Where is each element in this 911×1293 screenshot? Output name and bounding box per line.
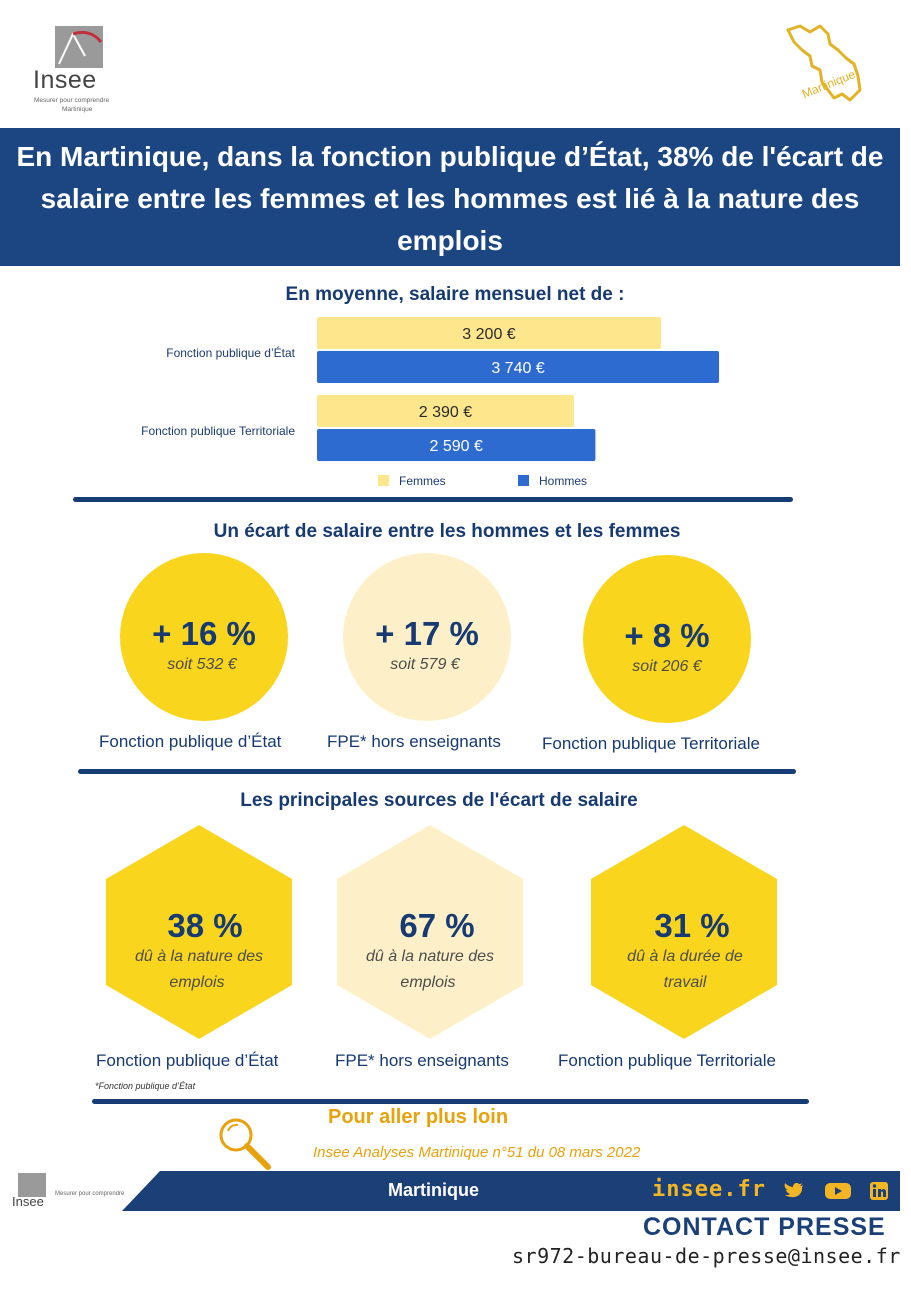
gap-amount-fpe: soit 532 € bbox=[167, 656, 237, 673]
bar-femmes bbox=[317, 395, 574, 427]
gap-circle-fpe-hors-ens bbox=[343, 553, 511, 721]
publication-reference-link[interactable]: Insee Analyses Martinique n°51 du 08 mar… bbox=[313, 1144, 641, 1161]
insee-logo bbox=[55, 26, 103, 68]
source-hexagon-fpe-hors-ens bbox=[337, 825, 523, 1039]
bar-hommes bbox=[317, 351, 720, 383]
gap-amount-fpt: soit 206 € bbox=[632, 658, 702, 675]
page-title: En Martinique, dans la fonction publique… bbox=[16, 141, 884, 256]
gap-value-fpe: + 16 % bbox=[152, 615, 256, 652]
source-value-fpt: 31 % bbox=[654, 907, 730, 944]
category-label: Fonction publique d’État bbox=[166, 345, 295, 360]
bar-value-label: 3 740 € bbox=[491, 360, 544, 377]
salary-bar-chart: Fonction publique d’État 3 200 € 3 740 € Fo… bbox=[141, 317, 720, 488]
source-caption-fpe: Fonction publique d’État bbox=[96, 1051, 279, 1070]
youtube-icon[interactable] bbox=[824, 1181, 852, 1201]
logo-region: Martinique bbox=[62, 106, 93, 113]
logo-tagline: Mesurer pour comprendre bbox=[34, 97, 110, 104]
legend-swatch bbox=[518, 475, 529, 486]
bar-hommes bbox=[317, 429, 596, 461]
legend-swatch bbox=[378, 475, 389, 486]
magnifier-icon bbox=[219, 1118, 271, 1170]
gap-circle-fpt bbox=[583, 555, 751, 723]
footer-band bbox=[122, 1171, 900, 1211]
divider-2 bbox=[78, 769, 796, 774]
more-title: Pour aller plus loin bbox=[328, 1106, 509, 1128]
source-value-fpe-hors-ens: 67 % bbox=[399, 907, 475, 944]
footer-logo-tagline: Mesurer pour comprendre bbox=[55, 1191, 125, 1197]
source-line2-fpe: emplois bbox=[169, 974, 225, 991]
contact-title: CONTACT PRESSE bbox=[643, 1213, 886, 1241]
sources-section-title: Les principales sources de l'écart de sa… bbox=[240, 790, 638, 811]
insee-site-link[interactable]: insee.fr bbox=[652, 1177, 766, 1202]
footer-bar bbox=[122, 1171, 900, 1211]
source-line1-fpe-hors-ens: dû à la nature des bbox=[365, 948, 495, 965]
category-label: Fonction publique Territoriale bbox=[141, 424, 295, 438]
gap-caption-fpt: Fonction publique Territoriale bbox=[542, 734, 760, 753]
footnote: *Fonction publique d’État bbox=[95, 1081, 196, 1091]
footer-logo-mark-icon bbox=[18, 1173, 46, 1197]
bar-value-label: 2 590 € bbox=[430, 438, 483, 455]
twitter-icon[interactable] bbox=[784, 1181, 804, 1201]
source-caption-fpt: Fonction publique Territoriale bbox=[558, 1051, 776, 1070]
contact-email-link[interactable]: sr972-bureau-de-presse@insee.fr bbox=[512, 1244, 901, 1268]
title-banner bbox=[0, 128, 900, 266]
gap-amount-fpe-hors-ens: soit 579 € bbox=[390, 656, 460, 673]
source-value-fpe: 38 % bbox=[167, 907, 243, 944]
hexagon-shape bbox=[591, 825, 777, 1039]
bar-femmes bbox=[317, 317, 661, 349]
source-hexagon-fpt bbox=[591, 825, 777, 1039]
source-line2-fpe-hors-ens: emplois bbox=[400, 974, 456, 991]
bar-value-label: 3 200 € bbox=[462, 326, 515, 343]
hexagon-shape bbox=[106, 825, 292, 1039]
gap-caption-fpe-hors-ens: FPE* hors enseignants bbox=[327, 732, 501, 751]
gap-circle-fpe bbox=[120, 553, 288, 721]
legend-label: Hommes bbox=[539, 474, 587, 488]
bar-value-label: 2 390 € bbox=[419, 404, 472, 421]
source-line2-fpt: travail bbox=[663, 974, 707, 991]
logo-word: Insee bbox=[33, 66, 97, 94]
gap-section-title: Un écart de salaire entre les hommes et … bbox=[213, 521, 681, 542]
divider-3 bbox=[92, 1099, 809, 1104]
legend-label: Femmes bbox=[399, 474, 446, 488]
source-line1-fpe: dû à la nature des bbox=[134, 948, 264, 965]
source-hexagon-fpe bbox=[106, 825, 292, 1039]
gap-value-fpe-hors-ens: + 17 % bbox=[375, 615, 479, 652]
divider-1 bbox=[73, 497, 793, 502]
hexagon-shape bbox=[337, 825, 523, 1039]
footer-logo-word: Insee bbox=[12, 1194, 44, 1209]
martinique-map-icon bbox=[786, 24, 862, 102]
chart-title: En moyenne, salaire mensuel net de : bbox=[285, 284, 625, 305]
source-line1-fpt: dû à la durée de bbox=[627, 948, 743, 965]
source-caption-fpe-hors-ens: FPE* hors enseignants bbox=[335, 1051, 509, 1070]
footer-region: Martinique bbox=[388, 1180, 480, 1200]
gap-caption-fpe: Fonction publique d’État bbox=[99, 732, 282, 751]
linkedin-icon[interactable] bbox=[869, 1181, 889, 1201]
logo-mark-icon bbox=[58, 30, 103, 65]
gap-value-fpt: + 8 % bbox=[624, 617, 710, 654]
